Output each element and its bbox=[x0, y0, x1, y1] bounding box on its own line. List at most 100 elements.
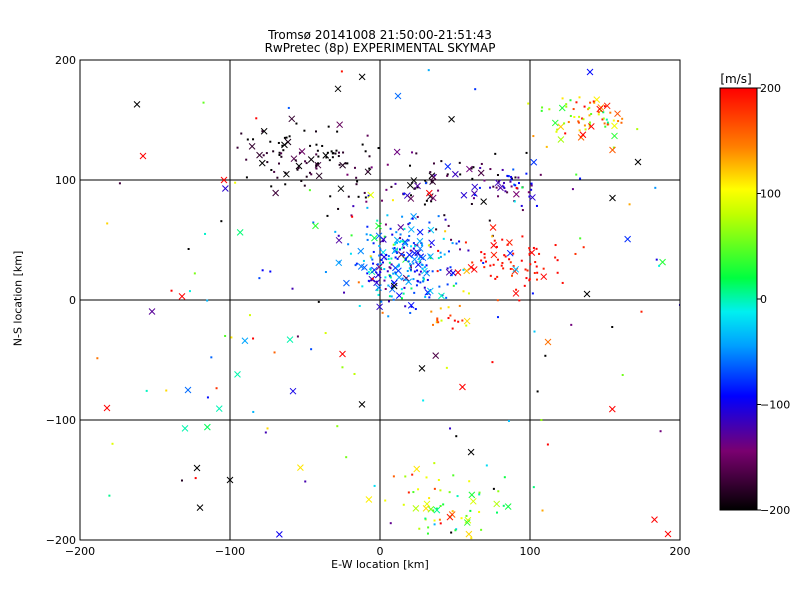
data-point bbox=[507, 175, 510, 178]
data-point bbox=[224, 334, 227, 337]
data-point bbox=[283, 136, 286, 139]
data-point bbox=[409, 268, 412, 271]
data-point bbox=[356, 180, 359, 183]
data-point-cross bbox=[315, 172, 323, 180]
data-point bbox=[565, 103, 568, 106]
data-point bbox=[497, 490, 500, 493]
data-point bbox=[544, 354, 547, 357]
data-point-cross bbox=[193, 464, 201, 472]
y-tick-label: −200 bbox=[46, 534, 76, 547]
data-point-cross bbox=[412, 505, 420, 512]
data-point bbox=[556, 271, 559, 274]
data-point bbox=[455, 528, 458, 531]
data-point bbox=[523, 284, 526, 287]
data-point bbox=[530, 188, 533, 191]
y-tick-label: 0 bbox=[69, 294, 76, 307]
data-point bbox=[270, 168, 273, 171]
data-point bbox=[658, 264, 661, 267]
data-point bbox=[528, 195, 531, 198]
data-point bbox=[389, 276, 392, 279]
data-point-cross bbox=[460, 191, 468, 199]
colorbar-unit-label: [m/s] bbox=[720, 72, 752, 86]
data-point bbox=[483, 266, 486, 269]
data-point bbox=[418, 273, 421, 276]
data-point bbox=[488, 219, 491, 222]
data-point bbox=[394, 271, 397, 274]
data-point bbox=[334, 230, 337, 233]
data-point-cross bbox=[139, 152, 147, 160]
data-point-cross bbox=[357, 247, 365, 255]
data-point bbox=[530, 182, 533, 185]
data-point bbox=[266, 427, 269, 430]
data-point bbox=[478, 510, 481, 513]
data-point bbox=[678, 303, 680, 306]
data-point-cross bbox=[276, 531, 283, 538]
data-point bbox=[621, 373, 624, 376]
data-point-cross bbox=[438, 292, 445, 300]
data-point bbox=[502, 267, 505, 270]
data-point-cross bbox=[587, 123, 595, 130]
data-point-cross bbox=[336, 121, 344, 129]
data-point bbox=[521, 209, 524, 212]
data-point bbox=[611, 325, 614, 328]
data-point bbox=[503, 254, 506, 257]
data-point-cross bbox=[490, 251, 498, 259]
data-point bbox=[273, 351, 276, 354]
data-point bbox=[502, 181, 505, 184]
data-point bbox=[588, 125, 591, 128]
data-point bbox=[402, 192, 405, 195]
data-point bbox=[436, 317, 439, 320]
data-point bbox=[383, 279, 386, 282]
data-point bbox=[390, 295, 393, 298]
data-point bbox=[375, 280, 378, 283]
data-point-cross bbox=[418, 365, 426, 372]
data-point bbox=[385, 254, 388, 257]
data-point-cross bbox=[148, 308, 156, 315]
data-point bbox=[564, 132, 567, 135]
data-point-cross bbox=[586, 68, 594, 76]
data-point bbox=[525, 172, 528, 175]
data-point bbox=[324, 271, 327, 274]
data-point bbox=[376, 263, 379, 266]
data-point bbox=[330, 150, 333, 153]
data-point bbox=[512, 252, 515, 255]
data-point bbox=[460, 517, 463, 520]
data-point bbox=[569, 99, 572, 102]
data-point bbox=[606, 121, 609, 124]
data-point bbox=[368, 167, 371, 170]
data-point bbox=[376, 219, 379, 222]
data-point bbox=[577, 120, 580, 123]
data-point bbox=[261, 269, 264, 272]
data-point-cross bbox=[444, 163, 452, 170]
data-point-cross bbox=[388, 285, 396, 293]
data-point-cross bbox=[395, 267, 402, 275]
data-point bbox=[393, 247, 396, 250]
data-point bbox=[535, 265, 538, 268]
data-point-cross bbox=[297, 464, 304, 471]
data-point bbox=[327, 125, 330, 128]
data-point bbox=[409, 266, 412, 269]
data-point-cross bbox=[357, 263, 365, 270]
data-point bbox=[636, 128, 639, 131]
data-point bbox=[425, 476, 428, 479]
data-point bbox=[588, 114, 591, 117]
data-point bbox=[504, 190, 507, 193]
data-point bbox=[387, 284, 390, 287]
data-point bbox=[278, 153, 281, 156]
x-tick-label: 100 bbox=[520, 545, 541, 558]
data-point bbox=[378, 254, 381, 257]
data-point bbox=[416, 186, 419, 189]
data-point bbox=[380, 253, 383, 256]
data-point-cross bbox=[471, 190, 478, 197]
data-point bbox=[536, 271, 539, 274]
data-point-cross bbox=[469, 497, 477, 505]
data-point-cross bbox=[530, 158, 538, 166]
data-point-cross bbox=[411, 255, 418, 263]
data-point bbox=[509, 180, 512, 183]
data-point-cross bbox=[334, 85, 342, 93]
data-point bbox=[432, 509, 435, 512]
data-point bbox=[391, 286, 394, 289]
data-point bbox=[484, 260, 487, 263]
data-point bbox=[572, 108, 575, 111]
data-point-cross bbox=[427, 226, 435, 234]
